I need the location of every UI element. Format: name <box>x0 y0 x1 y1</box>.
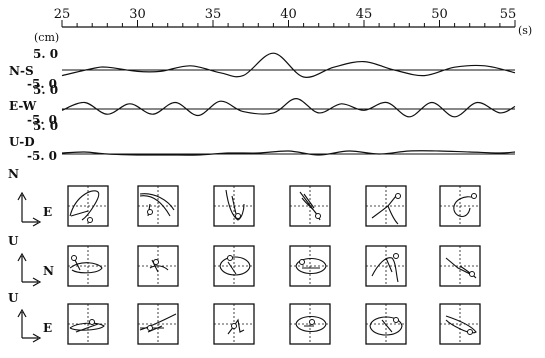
particle-motion-trajectory <box>453 196 475 218</box>
row-1-axes-arrow <box>17 191 42 227</box>
trace-ud-lower-tick: -5. 0 <box>27 149 57 163</box>
particle-motion-trajectory <box>445 257 477 279</box>
start-point-marker <box>147 325 153 331</box>
particle-motion-trajectory <box>371 195 399 225</box>
particle-motion-panel-r1-c3 <box>213 185 255 227</box>
particle-motion-panel-r3-c4 <box>289 303 331 345</box>
start-point-marker <box>71 255 77 261</box>
trace-ud-label: U-D <box>9 135 35 149</box>
row-1-horizontal-label: E <box>43 205 52 219</box>
trace-ew-lower-tick: -5. 0 <box>27 113 57 127</box>
particle-motion-trajectory <box>69 322 105 333</box>
particle-motion-trajectory <box>445 315 477 334</box>
start-point-marker <box>231 323 237 329</box>
particle-motion-panel-r3-c3 <box>213 303 255 345</box>
row-2-vertical-label: U <box>8 234 19 248</box>
particle-motion-panel-r1-c2 <box>137 185 179 227</box>
particle-motion-panel-r3-c6 <box>439 303 481 345</box>
trace-ns-upper-tick: 5. 0 <box>33 47 58 61</box>
start-point-marker <box>309 319 315 325</box>
particle-motion-trajectory <box>69 190 100 221</box>
start-point-marker <box>315 213 321 219</box>
start-point-marker <box>469 271 475 277</box>
start-point-marker <box>235 213 241 219</box>
trace-ew-label: E-W <box>9 99 37 113</box>
trace-ud-waveform <box>61 150 516 156</box>
particle-motion-panel-r1-c1 <box>67 185 109 227</box>
trace-ew-upper-tick: 5. 0 <box>33 83 58 97</box>
row-2-horizontal-label: N <box>43 264 54 278</box>
start-point-marker <box>467 329 473 335</box>
row-3-axes-arrow <box>17 308 42 343</box>
time-axis-minor-ticks <box>61 20 516 27</box>
start-point-marker <box>147 209 153 215</box>
particle-motion-trajectory <box>295 315 327 333</box>
start-point-marker <box>87 217 93 223</box>
row-3-horizontal-label: E <box>43 321 52 335</box>
amplitude-unit-label: (cm) <box>34 31 59 44</box>
time-tick-label: 35 <box>205 7 222 22</box>
particle-motion-panel-r3-c2 <box>137 303 179 345</box>
particle-motion-panel-r2-c6 <box>439 245 481 287</box>
particle-motion-row-1: N E <box>8 167 52 227</box>
trace-ud: 5. 0 U-D -5. 0 <box>9 119 516 163</box>
particle-motion-trajectory <box>219 256 251 276</box>
particle-motion-panel-r2-c3 <box>213 245 255 287</box>
trace-ns-label: N-S <box>9 64 34 78</box>
particle-motion-panel-r3-c5 <box>365 303 407 345</box>
particle-motion-panel-r2-c5 <box>365 245 407 287</box>
particle-motion-trajectory <box>225 189 245 221</box>
trace-ns: 5. 0 N-S -5. 0 <box>9 47 516 91</box>
start-point-marker <box>89 319 95 325</box>
start-point-marker <box>393 253 399 259</box>
particle-motion-panel-r1-c6 <box>439 185 481 227</box>
time-tick-label: 45 <box>356 7 373 22</box>
row-1-vertical-label: N <box>8 167 19 181</box>
time-unit-label: (s) <box>518 24 532 37</box>
time-tick-label: 55 <box>500 7 517 22</box>
particle-motion-panel-r2-c2 <box>137 245 179 287</box>
particle-motion-trajectory <box>149 259 169 273</box>
particle-motion-trajectory <box>371 257 399 283</box>
trace-ns-waveform <box>61 52 516 78</box>
particle-motion-panel-r2-c1 <box>67 245 109 287</box>
time-tick-label: 30 <box>129 7 146 22</box>
trace-ud-upper-tick: 5. 0 <box>33 119 58 133</box>
particle-motion-panel-r1-c5 <box>365 185 407 227</box>
particle-motion-trajectory <box>227 318 245 335</box>
time-tick-label: 40 <box>280 7 297 22</box>
row-3-vertical-label: U <box>8 291 19 305</box>
particle-motion-panels <box>67 185 481 345</box>
particle-motion-panel-r2-c4 <box>289 245 331 287</box>
start-point-marker <box>299 259 305 265</box>
particle-motion-trajectory <box>139 193 175 217</box>
particle-motion-trajectory <box>369 316 403 336</box>
trace-ew: 5. 0 E-W -5. 0 <box>9 83 516 127</box>
particle-motion-row-2: U N <box>8 234 54 287</box>
time-tick-label: 25 <box>54 7 71 22</box>
time-axis: 25 30 35 40 45 50 55 (s) <box>54 7 533 37</box>
trace-ew-waveform <box>61 97 516 118</box>
start-point-marker <box>227 255 233 261</box>
start-point-marker <box>153 259 159 265</box>
particle-motion-row-3: U E <box>8 291 52 343</box>
time-tick-label: 50 <box>431 7 448 22</box>
trace-ns-lower-tick: -5. 0 <box>27 77 57 91</box>
particle-motion-panel-r3-c1 <box>67 303 109 345</box>
row-2-axes-arrow <box>17 252 42 287</box>
start-point-marker <box>471 193 477 199</box>
start-point-marker <box>393 317 399 323</box>
start-point-marker <box>395 193 401 199</box>
particle-motion-panel-r1-c4 <box>289 185 331 227</box>
